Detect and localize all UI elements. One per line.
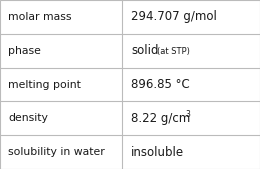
- Text: solubility in water: solubility in water: [8, 147, 105, 157]
- Text: 294.707 g/mol: 294.707 g/mol: [131, 10, 217, 23]
- Text: solid: solid: [131, 44, 159, 57]
- Text: (at STP): (at STP): [157, 47, 190, 56]
- Text: 896.85 °C: 896.85 °C: [131, 78, 190, 91]
- Text: phase: phase: [8, 46, 41, 56]
- Text: density: density: [8, 113, 48, 123]
- Text: melting point: melting point: [8, 79, 81, 90]
- Text: molar mass: molar mass: [8, 12, 72, 22]
- Text: insoluble: insoluble: [131, 146, 184, 159]
- Text: 8.22 g/cm: 8.22 g/cm: [131, 112, 190, 125]
- Text: 3: 3: [185, 110, 190, 119]
